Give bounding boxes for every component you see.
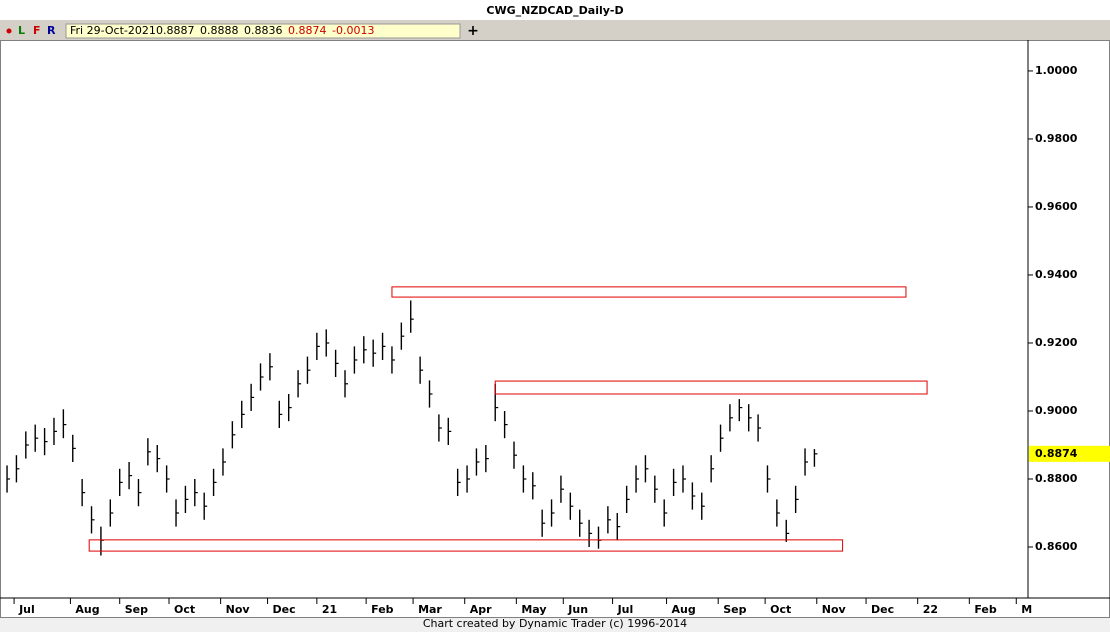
- x-tick-label: Apr: [470, 603, 492, 616]
- footer-bar: [0, 618, 1110, 632]
- info-open: 0.8887: [156, 24, 195, 37]
- x-tick-label: Nov: [822, 603, 847, 616]
- price-marker: [1029, 445, 1110, 462]
- status-dot: [6, 28, 12, 34]
- toolbar-button[interactable]: F: [33, 24, 41, 37]
- info-low: 0.8836: [244, 24, 283, 37]
- window-title: CWG_NZDCAD_Daily-D: [486, 4, 623, 17]
- x-tick-label: Dec: [871, 603, 894, 616]
- info-close: 0.8874: [288, 24, 327, 37]
- x-tick-label: Dec: [273, 603, 296, 616]
- toolbar-button[interactable]: L: [18, 24, 25, 37]
- title-bar: [0, 0, 1110, 20]
- x-tick-label: Sep: [723, 603, 746, 616]
- x-tick-label: 21: [322, 603, 337, 616]
- price-zone: [391, 286, 907, 298]
- info-box: [65, 23, 461, 39]
- toolbar-button[interactable]: R: [47, 24, 56, 37]
- x-tick-label: 22: [923, 603, 938, 616]
- y-tick-label: 0.9400: [1035, 268, 1078, 281]
- y-tick-label: 0.9200: [1035, 336, 1078, 349]
- info-change: -0.0013: [332, 24, 374, 37]
- x-tick-label: M: [1021, 603, 1032, 616]
- price-zone: [494, 380, 928, 395]
- plot-frame: [0, 40, 1110, 618]
- x-tick-label: Feb: [371, 603, 394, 616]
- price-zone: [88, 539, 844, 552]
- x-tick-label: May: [521, 603, 546, 616]
- x-tick-label: Nov: [226, 603, 251, 616]
- y-tick-label: 1.0000: [1035, 64, 1078, 77]
- footer: Chart created by Dynamic Trader (c) 1996…: [423, 617, 687, 630]
- x-tick-label: Jul: [617, 603, 634, 616]
- y-tick-label: 0.9000: [1035, 404, 1078, 417]
- x-tick-label: Oct: [174, 603, 195, 616]
- x-tick-label: Aug: [672, 603, 696, 616]
- info-high: 0.8888: [200, 24, 239, 37]
- price-marker-label: 0.8874: [1035, 447, 1078, 460]
- x-tick-label: Sep: [125, 603, 148, 616]
- y-tick-label: 0.9800: [1035, 132, 1078, 145]
- x-tick-label: Feb: [974, 603, 997, 616]
- y-tick-label: 0.8600: [1035, 540, 1078, 553]
- x-tick-label: Mar: [418, 603, 442, 616]
- x-tick-label: Oct: [770, 603, 791, 616]
- x-tick-label: Jul: [18, 603, 35, 616]
- y-tick-label: 0.8800: [1035, 472, 1078, 485]
- info-date: Fri 29-Oct-2021: [70, 24, 156, 37]
- y-tick-label: 0.9600: [1035, 200, 1078, 213]
- add-button[interactable]: +: [467, 23, 479, 39]
- x-tick-label: Jun: [567, 603, 588, 616]
- x-tick-label: Aug: [75, 603, 99, 616]
- plot: 0.8600 0.8800 0.9000 0.9200 0.9400 0.9600 0.98…: [6, 64, 1110, 616]
